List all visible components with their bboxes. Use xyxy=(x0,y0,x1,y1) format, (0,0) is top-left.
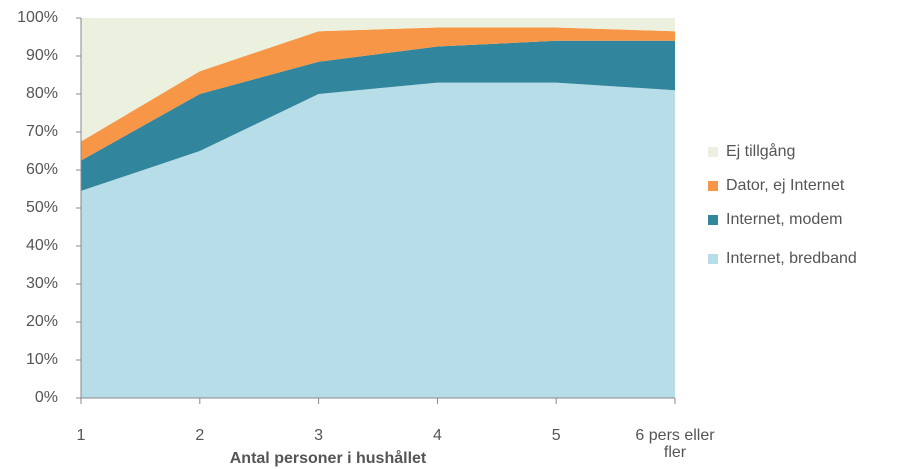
legend-label: Dator, ej Internet xyxy=(726,177,845,194)
x-tick-label: 2 xyxy=(195,427,205,444)
y-tick-label: 80% xyxy=(26,85,58,102)
x-axis-title: Antal personer i hushållet xyxy=(230,449,427,467)
legend-swatch xyxy=(708,147,718,157)
y-tick-label: 70% xyxy=(26,123,58,140)
x-tick-label: 1 xyxy=(76,427,86,444)
legend-label: Ej tillgång xyxy=(726,142,795,160)
legend-label: Internet, modem xyxy=(726,211,843,228)
x-tick-label: 4 xyxy=(432,427,442,444)
y-tick-label: 30% xyxy=(26,275,58,292)
area xyxy=(81,40,675,191)
x-tick-label: 6 pers eller fler xyxy=(635,427,715,461)
legend-swatch xyxy=(708,254,718,264)
area xyxy=(81,27,675,161)
x-tick-label: 5 xyxy=(551,427,561,444)
y-tick-label: 20% xyxy=(26,313,58,330)
y-tick-label: 90% xyxy=(26,47,58,64)
y-tick-label: 60% xyxy=(26,161,58,178)
legend-label: Internet, bredband xyxy=(726,250,857,267)
legend-swatch xyxy=(708,215,718,225)
area xyxy=(81,18,675,142)
y-tick-label: 100% xyxy=(17,9,58,26)
x-tick-label: 3 xyxy=(314,427,324,444)
y-tick-label: 0% xyxy=(35,389,58,406)
legend-swatch xyxy=(708,181,718,191)
y-tick-label: 40% xyxy=(26,237,58,254)
area xyxy=(81,82,675,398)
y-tick-label: 50% xyxy=(26,199,58,216)
y-tick-label: 10% xyxy=(26,351,58,368)
